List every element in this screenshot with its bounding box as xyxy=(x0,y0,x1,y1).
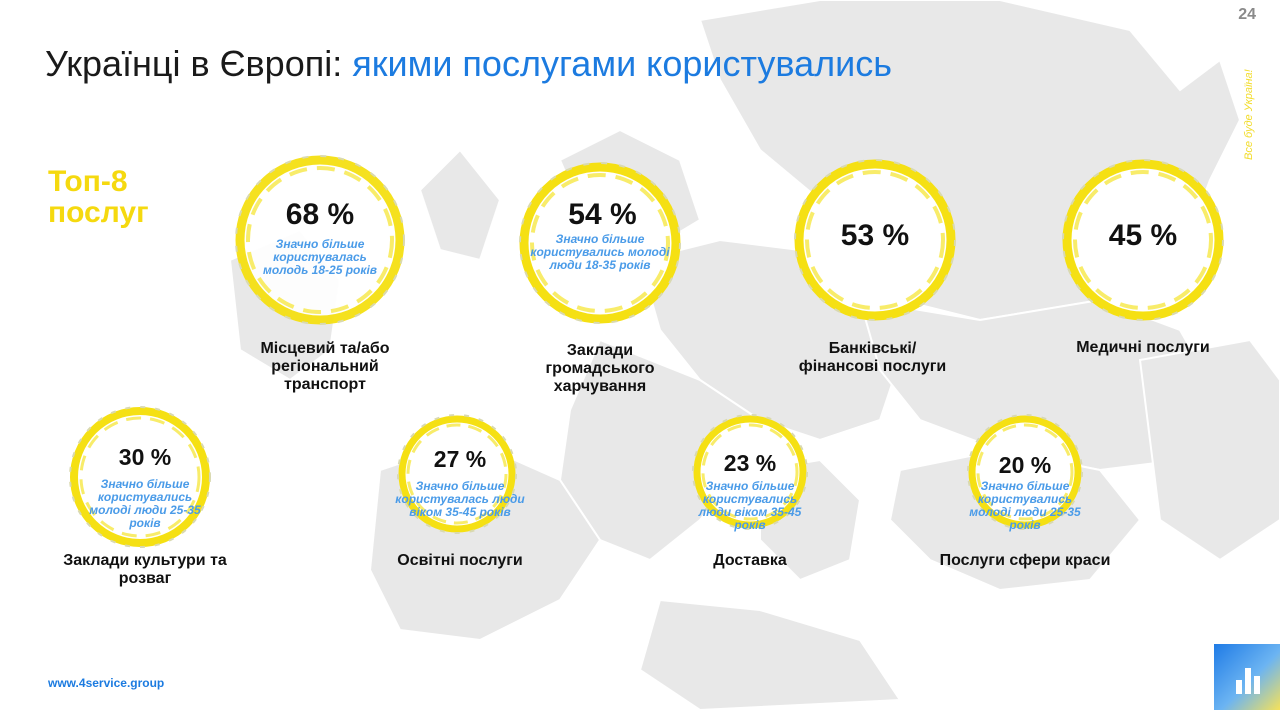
service-label: Послуги сфери краси xyxy=(939,552,1111,569)
service-label: Медичні послуги xyxy=(1076,339,1210,356)
percent-value: 68 % xyxy=(285,198,355,231)
page-title: Українці в Європі: якими послугами корис… xyxy=(45,40,892,88)
percent-value: 27 % xyxy=(433,446,487,472)
ring-icon xyxy=(1058,155,1228,325)
service-item-6: 27 % Значно більше користувалась люди ві… xyxy=(380,412,540,592)
service-item-1: 68 % Значно більше користувалась молодь … xyxy=(230,150,420,410)
service-note: Значно більше користувались люди віком 3… xyxy=(698,479,802,532)
percent-value: 53 % xyxy=(840,219,910,252)
percent-value: 45 % xyxy=(1108,219,1178,252)
ring-icon xyxy=(230,150,410,330)
service-note: Значно більше користувались молоді люди … xyxy=(89,477,201,530)
page-number: 24 xyxy=(1238,6,1256,23)
service-label: Доставка xyxy=(713,552,787,569)
ring-icon xyxy=(395,412,520,537)
ring-icon xyxy=(690,412,810,532)
service-label: Заклади громадського харчування xyxy=(545,342,655,395)
service-item-5: 30 % Значно більше користувались молоді … xyxy=(55,402,235,602)
service-note: Значно більше користувалась люди віком 3… xyxy=(395,479,525,519)
service-label: Заклади культури та розваг xyxy=(63,552,227,587)
brand-logo-icon xyxy=(1214,644,1280,710)
ring-icon xyxy=(965,412,1085,532)
percent-value: 30 % xyxy=(118,444,172,470)
ring-icon xyxy=(790,155,960,325)
service-note: Значно більше користувалась молодь 18-25… xyxy=(262,237,378,277)
service-note: Значно більше користувались молоді люди … xyxy=(530,232,670,272)
percent-value: 23 % xyxy=(723,450,777,476)
title-part-2: якими послугами користувались xyxy=(352,43,892,84)
service-item-8: 20 % Значно більше користувались молоді … xyxy=(940,412,1110,592)
service-label: Місцевий та/або регіональний транспорт xyxy=(260,340,390,393)
footer-website-link[interactable]: www.4service.group xyxy=(48,676,165,690)
title-part-1: Українці в Європі: xyxy=(45,43,353,84)
ring-icon xyxy=(65,402,215,552)
service-item-4: 45 % Медичні послуги xyxy=(1058,155,1238,385)
ring-icon xyxy=(515,158,685,328)
service-item-7: 23 % Значно більше користувались люди ві… xyxy=(690,412,810,582)
service-note: Значно більше користувались молоді люди … xyxy=(969,479,1081,532)
service-item-2: 54 % Значно більше користувались молоді … xyxy=(515,158,705,408)
subtitle: Топ-8 послуг xyxy=(48,165,149,229)
side-slogan: Все буде Україна! xyxy=(1243,69,1255,160)
percent-value: 20 % xyxy=(998,452,1052,478)
percent-value: 54 % xyxy=(568,198,637,231)
service-label: Банківські/ фінансові послуги xyxy=(798,340,947,375)
service-label: Освітні послуги xyxy=(397,552,523,569)
service-item-3: 53 % Банківські/ фінансові послуги xyxy=(790,155,970,405)
